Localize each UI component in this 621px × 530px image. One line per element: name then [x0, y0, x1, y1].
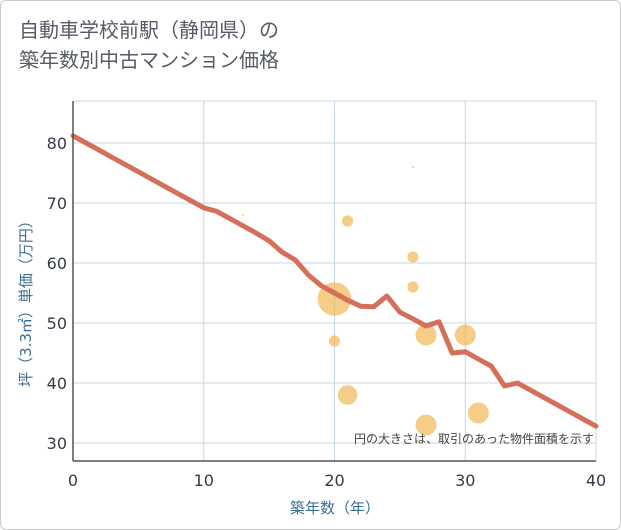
chart-title: 自動車学校前駅（静岡県）の 築年数別中古マンション価格 [19, 15, 279, 75]
y-tick-label: 60 [47, 254, 67, 273]
y-tick-label: 40 [47, 374, 67, 393]
bubble-point [241, 214, 244, 216]
y-tick-label: 50 [47, 314, 67, 333]
y-axis-label: 坪（3.3㎡）単価（万円） [17, 213, 35, 387]
bubble-point [454, 324, 476, 346]
chart-title-line-2: 築年数別中古マンション価格 [19, 48, 279, 72]
bubble-series [241, 166, 489, 436]
axes [72, 101, 596, 462]
grid-lines [73, 100, 597, 461]
chart-title-line-1: 自動車学校前駅（静岡県）の [19, 18, 279, 42]
x-axis-label: 築年数（年） [290, 499, 380, 517]
y-tick-label: 30 [47, 434, 67, 453]
bubble-point [411, 166, 414, 168]
x-tick-label: 20 [324, 471, 344, 490]
tick-labels: 0 10 20 30 40 30 40 50 60 70 80 [47, 134, 607, 490]
bubble-point [407, 251, 419, 263]
bubble-point [341, 215, 354, 227]
bubble-point [337, 385, 358, 405]
bubble-point [407, 281, 419, 293]
x-tick-label: 10 [194, 471, 214, 490]
bubble-point [328, 335, 341, 347]
x-tick-label: 30 [455, 471, 475, 490]
x-tick-label: 40 [586, 471, 606, 490]
bubble-point [467, 402, 489, 424]
bubble-point [415, 414, 437, 436]
trend-series [70, 133, 599, 429]
trend-line [70, 133, 599, 429]
x-tick-label: 0 [68, 471, 78, 490]
bubble-point [415, 324, 437, 346]
y-tick-label: 70 [47, 194, 67, 213]
y-tick-label: 80 [47, 134, 67, 153]
size-legend-note: 円の大きさは、取引のあった物件面積を示す [354, 431, 594, 446]
